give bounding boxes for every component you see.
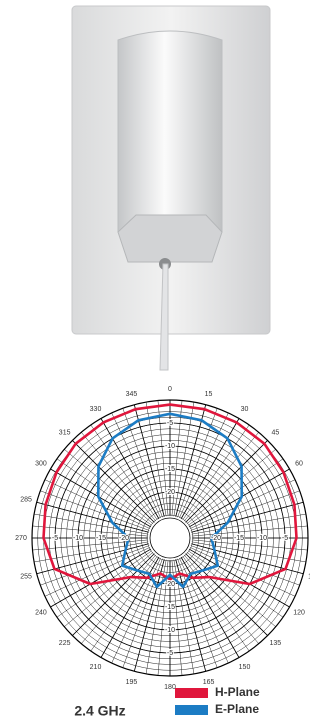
r-tick-label: -15 (165, 466, 175, 473)
r-tick-label: -20 (119, 535, 129, 542)
minor-spoke (184, 555, 259, 644)
angle-label: 45 (271, 429, 279, 436)
r-tick-label: -10 (165, 443, 175, 450)
r-tick-label: -5 (52, 535, 58, 542)
angle-label: 195 (126, 679, 138, 686)
angle-label: 255 (20, 573, 32, 580)
r-tick-label: -20 (211, 535, 221, 542)
angle-label: 225 (59, 640, 71, 647)
minor-spoke (81, 555, 156, 644)
minor-spoke (81, 432, 156, 521)
antenna-photo (72, 6, 270, 370)
center-hole (150, 518, 190, 558)
r-tick-label: -10 (257, 535, 267, 542)
angle-label: 0 (168, 386, 172, 393)
angle-label: 165 (203, 679, 215, 686)
angle-label: 60 (295, 460, 303, 467)
r-tick-label: -15 (96, 535, 106, 542)
angle-label: 345 (126, 391, 138, 398)
polar-plot: 0153045607590105120135150165180195210225… (15, 386, 310, 691)
angle-label: 180 (164, 684, 176, 691)
angle-label: 330 (90, 406, 102, 413)
page: 0153045607590105120135150165180195210225… (0, 0, 310, 723)
angle-label: 135 (270, 640, 282, 647)
angle-label: 15 (205, 391, 213, 398)
angle-label: 300 (35, 460, 47, 467)
angle-label: 120 (293, 609, 305, 616)
angle-label: 240 (35, 609, 47, 616)
angle-label: 150 (239, 664, 251, 671)
legend-label: H-Plane (215, 685, 260, 699)
minor-spoke (184, 432, 259, 521)
r-tick-label: -20 (165, 581, 175, 588)
r-tick-label: -15 (165, 604, 175, 611)
legend-swatch (175, 705, 208, 715)
r-tick-label: -5 (167, 650, 173, 657)
minor-spoke (64, 449, 153, 524)
legend-label: E-Plane (215, 702, 259, 716)
legend-swatch (175, 688, 208, 698)
angle-label: 210 (90, 664, 102, 671)
minor-spoke (187, 449, 276, 524)
r-tick-label: -15 (234, 535, 244, 542)
frequency-label: 2.4 GHz (74, 703, 125, 719)
minor-spoke (64, 552, 153, 627)
r-tick-label: -10 (165, 627, 175, 634)
angle-label: 30 (241, 406, 249, 413)
r-tick-label: -5 (167, 420, 173, 427)
angle-label: 270 (15, 535, 27, 542)
angle-label: 315 (59, 429, 71, 436)
minor-spoke (187, 552, 276, 627)
angle-label: 285 (20, 496, 32, 503)
r-tick-label: -10 (73, 535, 83, 542)
r-tick-label: -5 (282, 535, 288, 542)
angle-label: 105 (308, 573, 310, 580)
r-tick-label: -20 (165, 489, 175, 496)
